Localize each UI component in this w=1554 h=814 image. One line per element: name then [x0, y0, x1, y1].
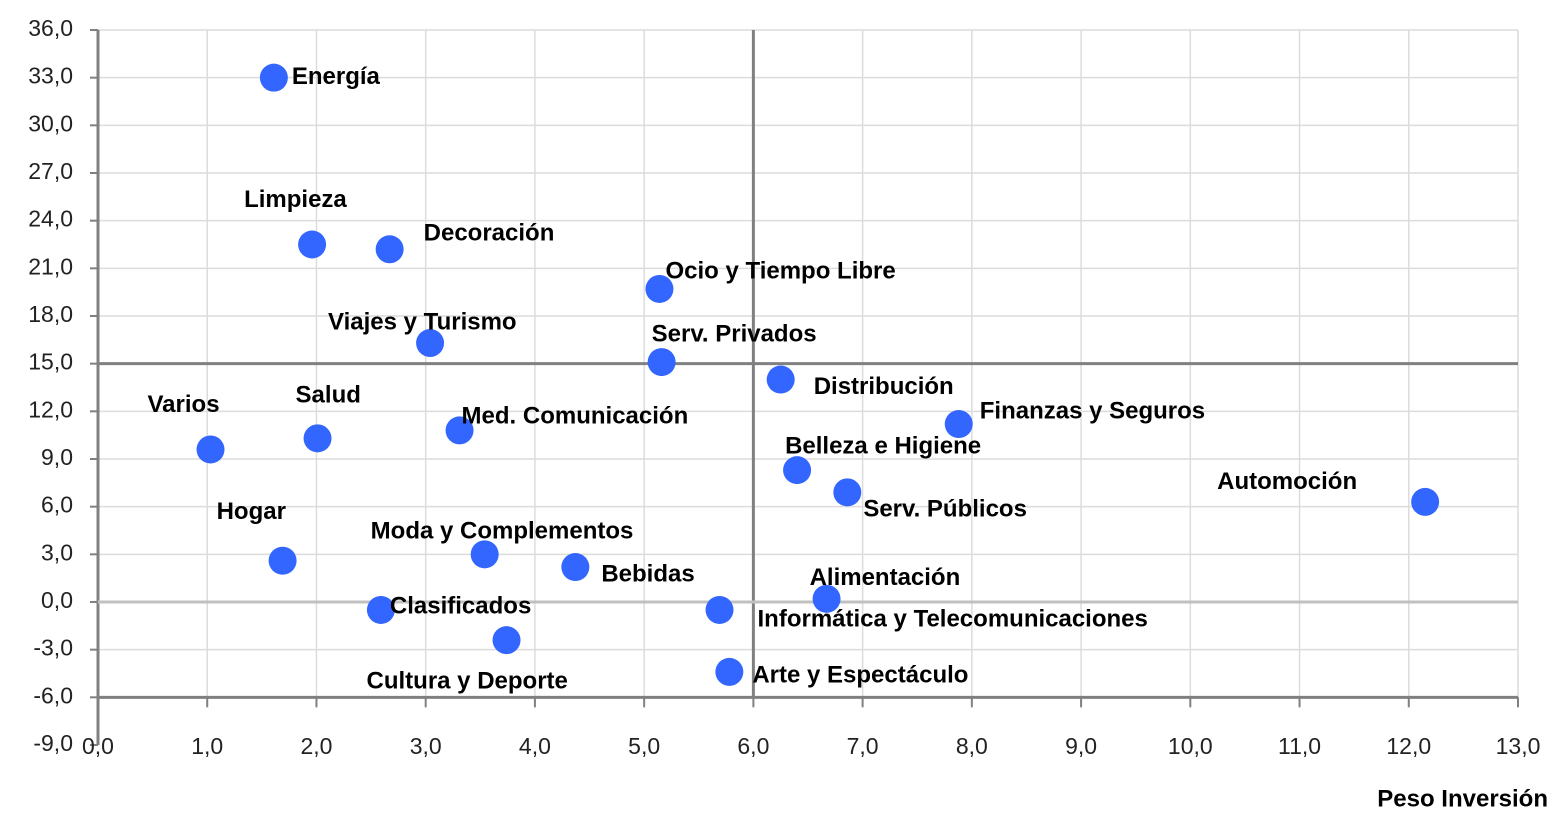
point-label: Serv. Públicos: [863, 496, 1027, 523]
y-tick-label: 3,0: [41, 539, 73, 565]
x-tick-label: 1,0: [191, 733, 223, 759]
x-tick-label: 4,0: [519, 733, 551, 759]
y-tick-label: 30,0: [28, 110, 73, 136]
y-tick-label: 21,0: [28, 253, 73, 279]
point-label: Cultura y Deporte: [367, 667, 568, 694]
point-label: Decoración: [424, 220, 555, 247]
y-tick-label: 36,0: [28, 15, 73, 41]
point: [705, 595, 734, 624]
point-label: Finanzas y Seguros: [980, 397, 1205, 424]
point: [715, 657, 744, 686]
y-tick-label: 27,0: [28, 158, 73, 184]
y-tick-label: 6,0: [41, 492, 73, 518]
y-tick-label: 9,0: [41, 444, 73, 470]
point: [416, 329, 445, 358]
x-tick-label: 12,0: [1386, 733, 1431, 759]
point: [647, 348, 676, 377]
point: [944, 410, 973, 439]
point-label: Informática y Telecomunicaciones: [758, 605, 1148, 632]
point: [366, 595, 395, 624]
point-label: Energía: [292, 63, 381, 90]
y-tick-label: -9,0: [33, 730, 73, 756]
x-tick-label: 13,0: [1496, 733, 1541, 759]
point: [375, 235, 404, 264]
point-label: Viajes y Turismo: [328, 308, 517, 335]
y-tick-label: 18,0: [28, 301, 73, 327]
x-tick-label: 5,0: [628, 733, 660, 759]
point: [445, 416, 474, 445]
point-label: Serv. Privados: [652, 320, 817, 347]
point-label: Bebidas: [601, 560, 694, 587]
point: [268, 546, 297, 575]
x-tick-label: 10,0: [1168, 733, 1213, 759]
y-tick-label: 24,0: [28, 206, 73, 232]
point-label: Clasificados: [390, 592, 531, 619]
x-tick-label: 7,0: [847, 733, 879, 759]
point-label: Hogar: [217, 498, 286, 525]
point: [492, 626, 521, 655]
point: [812, 584, 841, 613]
x-tick-label: 8,0: [956, 733, 988, 759]
point: [470, 540, 499, 569]
point: [259, 63, 288, 92]
point-label: Automoción: [1217, 468, 1357, 495]
x-axis-label: Peso Inversión: [1377, 785, 1548, 812]
y-tick-label: 0,0: [41, 587, 73, 613]
point-label: Varios: [148, 391, 220, 418]
point-label: Moda y Complementos: [371, 518, 634, 545]
point: [645, 274, 674, 303]
x-tick-label: 11,0: [1278, 733, 1321, 759]
point: [833, 478, 862, 507]
point-label: Alimentación: [810, 564, 961, 591]
x-tick-label: 3,0: [410, 733, 442, 759]
y-tick-label: -6,0: [33, 682, 73, 708]
y-tick-label: 15,0: [28, 349, 73, 375]
point-label: Med. Comunicación: [462, 403, 689, 430]
y-tick-label: -3,0: [33, 635, 73, 661]
point-label: Salud: [296, 382, 361, 409]
x-tick-label: 6,0: [737, 733, 769, 759]
point: [766, 365, 795, 394]
y-tick-label: 12,0: [28, 396, 73, 422]
point: [561, 553, 590, 582]
point-label: Arte y Espectáculo: [752, 661, 968, 688]
point-label: Ocio y Tiempo Libre: [665, 257, 895, 284]
point: [303, 424, 332, 453]
x-tick-label: 2,0: [300, 733, 332, 759]
point: [1411, 487, 1440, 516]
point: [196, 435, 225, 464]
x-tick-label: 9,0: [1065, 733, 1097, 759]
point-label: Limpieza: [244, 186, 347, 213]
y-tick-label: 33,0: [28, 63, 73, 89]
point-label: Belleza e Higiene: [785, 432, 981, 459]
point: [298, 230, 327, 259]
point-label: Distribución: [814, 373, 954, 400]
point: [783, 456, 812, 485]
